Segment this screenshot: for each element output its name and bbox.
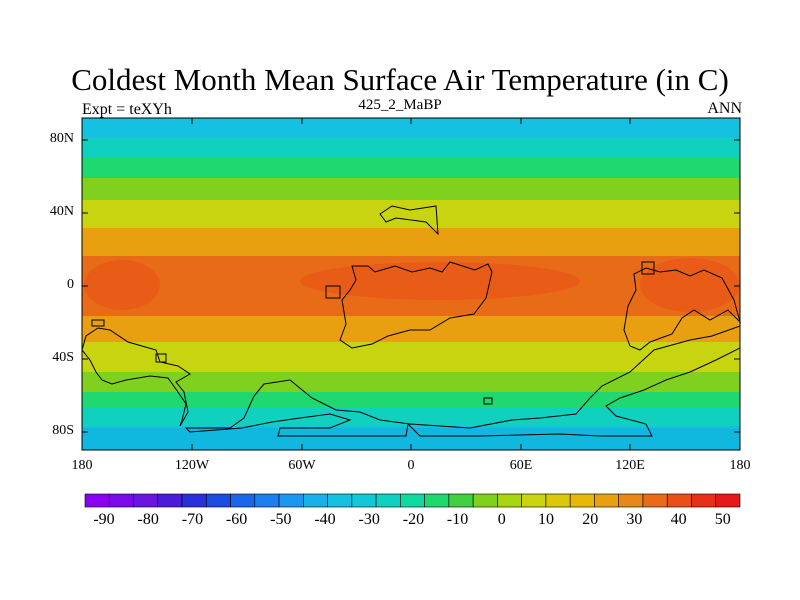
colorbar-label: -80 [138, 511, 159, 528]
colorbar-box [327, 493, 353, 508]
lat-label-80n: 80N [49, 131, 74, 146]
lon-label-180e: 180 [729, 458, 751, 473]
coastline-islet-2 [155, 353, 167, 363]
colorbar-box [108, 493, 134, 508]
coastline-island-north [379, 205, 439, 236]
colorbar-box [715, 493, 741, 508]
colorbar-box [400, 493, 425, 508]
colorbar-label: -10 [447, 511, 468, 528]
colorbar-box [230, 493, 256, 508]
colorbar-label: 30 [626, 511, 642, 528]
experiment-label: Expt = teXYh [82, 101, 172, 118]
lon-label-120w: 120W [174, 458, 210, 473]
colorbar-box [691, 493, 717, 508]
colorbar-label: -50 [270, 511, 291, 528]
colorbar [84, 493, 741, 508]
coastline-island-west [325, 285, 341, 299]
colorbar-box [424, 493, 450, 508]
warm-region [300, 262, 580, 300]
temperature-band [82, 316, 740, 342]
temperature-band [82, 228, 740, 256]
colorbar-box [181, 493, 207, 508]
colorbar-box [278, 493, 304, 508]
coastlines [81, 205, 741, 437]
coastline-east [623, 267, 741, 351]
colorbar-box [157, 493, 183, 508]
temperature-field [82, 118, 740, 450]
colorbar-box [521, 493, 547, 508]
temperature-band [82, 342, 740, 372]
temperature-band [82, 158, 740, 178]
colorbar-label: 20 [582, 511, 598, 528]
colorbar-box [666, 493, 692, 508]
lat-ticks [82, 139, 740, 433]
coastline-islet-1 [483, 397, 493, 405]
run-label: 425_2_MaBP [358, 97, 442, 113]
period-label: ANN [707, 100, 742, 117]
coastline-east-island [641, 261, 655, 275]
colorbar-box [133, 493, 159, 508]
colorbar-labels: -90 -80 -70 -60 -50 -40 -30 -20 -10 0 10 20 30 40 50 [93, 511, 730, 528]
coastline-africa [339, 261, 493, 349]
coastline-islet-3 [91, 319, 105, 327]
colorbar-box [254, 493, 280, 508]
cold-region [82, 428, 740, 450]
colorbar-label: -60 [226, 511, 247, 528]
temperature-band [82, 118, 740, 138]
colorbar-label: 50 [715, 511, 731, 528]
colorbar-label: 0 [498, 511, 506, 528]
colorbar-box [497, 493, 522, 508]
lon-label-0: 0 [407, 458, 415, 473]
colorbar-box [618, 493, 644, 508]
lon-label-120e: 120E [615, 458, 645, 473]
warm-region [84, 260, 160, 310]
colorbar-label: -70 [182, 511, 203, 528]
coastline-antarctic [184, 325, 741, 437]
temperature-band [82, 178, 740, 200]
temperature-band [82, 392, 740, 408]
map-title: Coldest Month Mean Surface Air Temperatu… [71, 62, 729, 97]
colorbar-box [351, 493, 377, 508]
colorbar-label: -20 [403, 511, 424, 528]
lat-label-40n: 40N [49, 204, 74, 219]
colorbar-box [472, 493, 498, 508]
colorbar-box [594, 493, 620, 508]
warm-region [640, 258, 740, 312]
colorbar-label: 10 [538, 511, 554, 528]
colorbar-label: 40 [671, 511, 687, 528]
lat-label-80s: 80S [52, 423, 74, 438]
lat-label-40s: 40S [52, 350, 74, 365]
colorbar-box [375, 493, 401, 508]
colorbar-box [84, 493, 110, 508]
colorbar-box [569, 493, 595, 508]
lon-label-60e: 60E [509, 458, 533, 473]
colorbar-box [642, 493, 668, 508]
colorbar-box [303, 493, 328, 508]
colorbar-box [545, 493, 571, 508]
colorbar-label: -40 [314, 511, 335, 528]
temperature-band [82, 372, 740, 392]
colorbar-label: -90 [93, 511, 114, 528]
colorbar-label: -30 [359, 511, 380, 528]
colorbar-box [205, 493, 231, 508]
colorbar-box [448, 493, 474, 508]
lon-label-60w: 60W [288, 458, 316, 473]
lon-label-180w: 180 [71, 458, 93, 473]
lon-ticks [191, 118, 631, 450]
temperature-band [82, 200, 740, 228]
lat-label-0: 0 [67, 277, 74, 292]
temperature-band [82, 138, 740, 158]
coastline-south [81, 327, 191, 427]
